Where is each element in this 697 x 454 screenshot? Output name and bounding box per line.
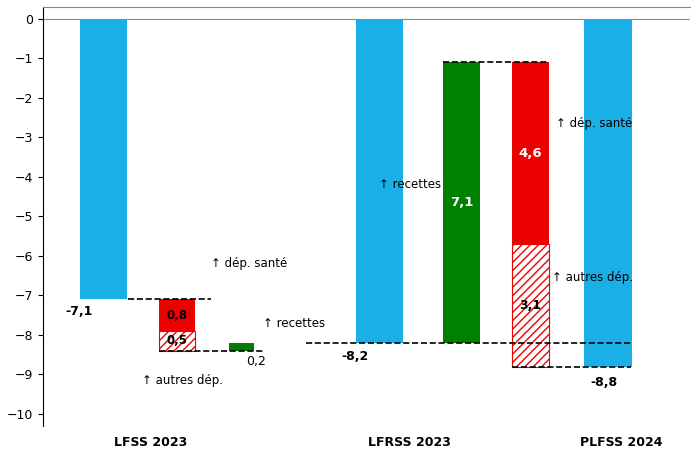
Bar (512, 244, 549, 366)
Text: ↑ recettes: ↑ recettes (263, 316, 325, 330)
Text: ↑ autres dép.: ↑ autres dép. (142, 374, 223, 387)
Text: 0,5: 0,5 (167, 334, 187, 347)
Bar (159, 299, 195, 331)
Text: LFSS 2023: LFSS 2023 (114, 436, 187, 449)
Text: 7,1: 7,1 (450, 196, 473, 209)
Text: ↑ dép. santé: ↑ dép. santé (556, 117, 633, 130)
Text: PLFSS 2024: PLFSS 2024 (580, 436, 662, 449)
Text: -8,8: -8,8 (590, 376, 618, 390)
Text: ↑ autres dép.: ↑ autres dép. (552, 271, 633, 284)
Bar (443, 62, 480, 343)
Bar (79, 19, 127, 299)
Text: ↑ dép. santé: ↑ dép. santé (211, 257, 288, 270)
Text: LFRSS 2023: LFRSS 2023 (368, 436, 451, 449)
Text: ↑ recettes: ↑ recettes (379, 178, 442, 191)
Text: -7,1: -7,1 (66, 305, 93, 318)
Bar (229, 343, 254, 351)
Text: -8,2: -8,2 (342, 350, 369, 363)
Bar (584, 19, 631, 366)
Text: 0,2: 0,2 (246, 355, 266, 368)
Text: 0,8: 0,8 (167, 309, 187, 322)
Bar (355, 19, 403, 343)
Text: 4,6: 4,6 (519, 147, 542, 160)
Text: 3,1: 3,1 (519, 299, 542, 312)
Bar (159, 331, 195, 351)
Bar (512, 62, 549, 244)
